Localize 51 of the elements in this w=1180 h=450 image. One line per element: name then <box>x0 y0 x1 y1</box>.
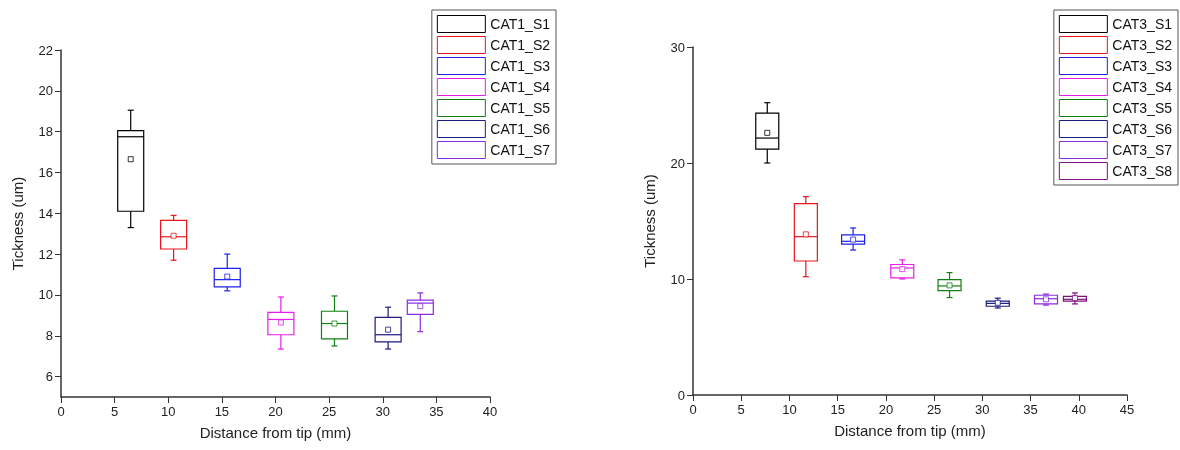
y-axis-title: Tickness (um) <box>9 176 26 271</box>
legend-label: CAT3_S5 <box>1112 100 1173 116</box>
x-tick-label: 40 <box>1071 402 1087 417</box>
legend-label: CAT1_S5 <box>490 100 551 116</box>
x-tick-label: 35 <box>1023 402 1038 417</box>
x-axis-title: Distance from tip (mm) <box>199 424 352 441</box>
x-tick-label: 0 <box>689 402 697 417</box>
x-tick-label: 20 <box>878 402 894 417</box>
legend-label: CAT3_S6 <box>1112 121 1173 137</box>
y-tick-label: 20 <box>670 155 685 171</box>
x-tick-label: 30 <box>375 404 390 419</box>
x-tick-label: 20 <box>268 404 283 419</box>
legend-label: CAT3_S3 <box>1112 58 1173 74</box>
y-tick-label: 0 <box>677 387 685 403</box>
legend-label: CAT1_S2 <box>490 37 551 53</box>
y-tick-label: 30 <box>670 39 685 55</box>
x-tick-label: 5 <box>737 402 745 417</box>
y-tick-label: 8 <box>45 328 53 344</box>
y-axis-title: Tickness (um) <box>641 174 658 268</box>
legend-label: CAT1_S1 <box>490 16 551 32</box>
legend-label: CAT3_S4 <box>1112 79 1173 95</box>
x-tick-label: 40 <box>482 404 498 419</box>
x-tick-label: 10 <box>161 404 176 419</box>
y-tick-label: 6 <box>45 369 53 385</box>
y-tick-label: 18 <box>38 124 53 140</box>
x-tick-label: 45 <box>1119 402 1135 417</box>
y-tick-label: 10 <box>670 271 685 287</box>
legend-label: CAT1_S4 <box>490 79 551 95</box>
y-tick-label: 20 <box>38 83 53 99</box>
x-tick-label: 25 <box>926 402 942 417</box>
legend-label: CAT3_S1 <box>1112 16 1173 32</box>
x-tick-label: 25 <box>321 404 337 419</box>
legend-label: CAT3_S2 <box>1112 37 1173 53</box>
x-tick-label: 15 <box>214 404 230 419</box>
x-tick-label: 5 <box>111 404 119 419</box>
legend-label: CAT1_S7 <box>490 142 551 158</box>
x-tick-label: 30 <box>975 402 990 417</box>
y-tick-label: 12 <box>38 246 53 262</box>
x-tick-label: 10 <box>782 402 797 417</box>
legend-label: CAT1_S3 <box>490 58 551 74</box>
x-tick-label: 35 <box>429 404 444 419</box>
legend-label: CAT1_S6 <box>490 121 551 137</box>
x-tick-label: 0 <box>57 404 65 419</box>
legend-label: CAT3_S8 <box>1112 163 1173 179</box>
x-axis-title: Distance from tip (mm) <box>834 422 986 439</box>
y-tick-label: 22 <box>38 42 53 58</box>
y-tick-label: 10 <box>38 287 53 303</box>
legend-label: CAT3_S7 <box>1112 142 1173 158</box>
x-tick-label: 15 <box>830 402 845 417</box>
y-tick-label: 14 <box>38 205 53 221</box>
y-tick-label: 16 <box>38 164 53 180</box>
